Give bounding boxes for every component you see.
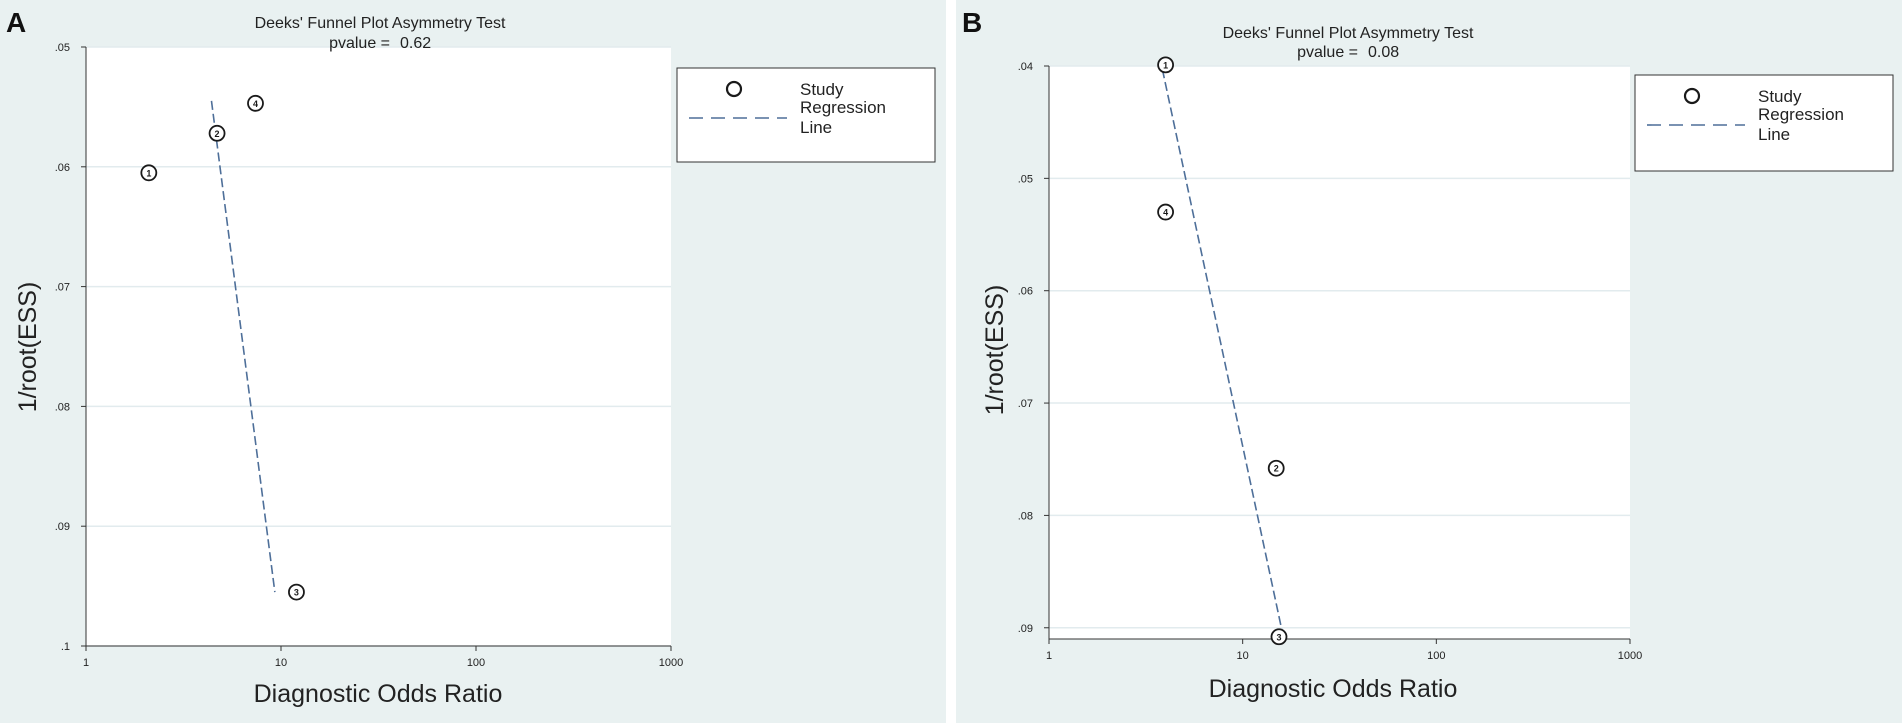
y-tick-label: .09 [1018, 623, 1033, 635]
chart-title: Deeks' Funnel Plot Asymmetry Test [255, 15, 506, 32]
y-axis-title: 1/root(ESS) [14, 282, 42, 413]
y-axis-title: 1/root(ESS) [981, 285, 1009, 416]
study-point: 2 [1267, 459, 1285, 477]
y-tick-label: .09 [55, 521, 70, 533]
panel-label: A [6, 7, 26, 38]
study-point-label: 3 [1276, 632, 1281, 642]
study-marker [247, 94, 264, 112]
x-tick-label: 1 [83, 657, 89, 669]
study-point-label: 4 [253, 99, 258, 109]
y-tick-label: .1 [61, 641, 70, 653]
legend-regression-label: Regression [800, 98, 886, 117]
study-marker [1267, 459, 1285, 477]
deeks-funnel-chart-a: A .05 .06 .07 .08 .09 .1 1 10 100 1000 Deeks' Funne… [0, 0, 946, 723]
legend-study-label: Study [800, 80, 844, 99]
x-tick-label: 10 [1237, 650, 1249, 662]
x-tick-label: 1 [1046, 650, 1052, 662]
study-point: 3 [1270, 628, 1288, 646]
y-tick-label: .08 [55, 401, 70, 413]
plot-area [86, 47, 671, 646]
y-tick-label: .04 [1018, 61, 1033, 73]
study-point-label: 1 [146, 168, 151, 178]
y-tick-label: .05 [55, 42, 70, 54]
study-marker [1157, 203, 1174, 221]
study-marker [1270, 628, 1288, 646]
x-tick-label: 10 [275, 657, 287, 669]
study-point: 1 [140, 164, 158, 182]
x-axis-title: Diagnostic Odds Ratio [1209, 675, 1458, 703]
study-point-label: 3 [294, 588, 299, 598]
chart-title: Deeks' Funnel Plot Asymmetry Test [1223, 25, 1474, 42]
y-tick-label: .08 [1018, 510, 1033, 522]
legend-regression-label-line2: Line [1758, 125, 1790, 144]
study-point-label: 4 [1163, 208, 1168, 218]
y-tick-label: .06 [1018, 286, 1033, 298]
y-tick-label: .05 [1018, 173, 1033, 185]
study-marker [208, 124, 226, 142]
legend-box [1634, 74, 1894, 172]
x-tick-label: 1000 [659, 657, 683, 669]
pvalue-value: 0.08 [1368, 44, 1399, 61]
pvalue-line: pvalue = 0.62 [329, 35, 431, 52]
pvalue-label: pvalue = [1297, 44, 1358, 61]
x-tick-label: 100 [1427, 650, 1445, 662]
y-tick-label: .07 [55, 282, 70, 294]
pvalue-value: 0.62 [400, 35, 431, 52]
x-tick-label: 1000 [1618, 650, 1642, 662]
plot-area [1049, 66, 1630, 639]
panel-b: B .04 .05 .06 .07 .08 .09 1 10 100 1000 Deeks' Funn… [956, 0, 1902, 723]
study-point-label: 1 [1163, 60, 1168, 70]
study-marker [288, 583, 305, 601]
study-point: 3 [288, 583, 305, 601]
study-marker [1157, 56, 1174, 74]
pvalue-line: pvalue = 0.08 [1297, 44, 1399, 61]
legend-box [676, 67, 936, 163]
panel-label: B [962, 7, 982, 38]
study-point-label: 2 [1274, 464, 1279, 474]
panel-a: A .05 .06 .07 .08 .09 .1 1 10 100 1000 Deeks' Funne… [0, 0, 946, 723]
y-tick-label: .06 [55, 162, 70, 174]
study-point: 2 [208, 124, 226, 142]
study-marker [140, 164, 158, 182]
legend-study-label: Study [1758, 87, 1802, 106]
study-point: 4 [247, 94, 264, 112]
x-axis-title: Diagnostic Odds Ratio [254, 680, 503, 708]
legend-regression-label-line2: Line [800, 118, 832, 137]
study-point: 4 [1157, 203, 1174, 221]
regression-line [210, 100, 276, 593]
legend-regression-label: Regression [1758, 105, 1844, 124]
deeks-funnel-chart-b: B .04 .05 .06 .07 .08 .09 1 10 100 1000 Deeks' Funn… [956, 0, 1902, 723]
legend-study-marker [725, 80, 743, 98]
study-point-label: 2 [215, 129, 220, 139]
y-tick-label: .07 [1018, 398, 1033, 410]
x-tick-label: 100 [467, 657, 485, 669]
pvalue-label: pvalue = [329, 35, 390, 52]
legend-study-marker [1683, 87, 1701, 105]
study-point: 1 [1157, 56, 1174, 74]
regression-line [1161, 69, 1285, 640]
